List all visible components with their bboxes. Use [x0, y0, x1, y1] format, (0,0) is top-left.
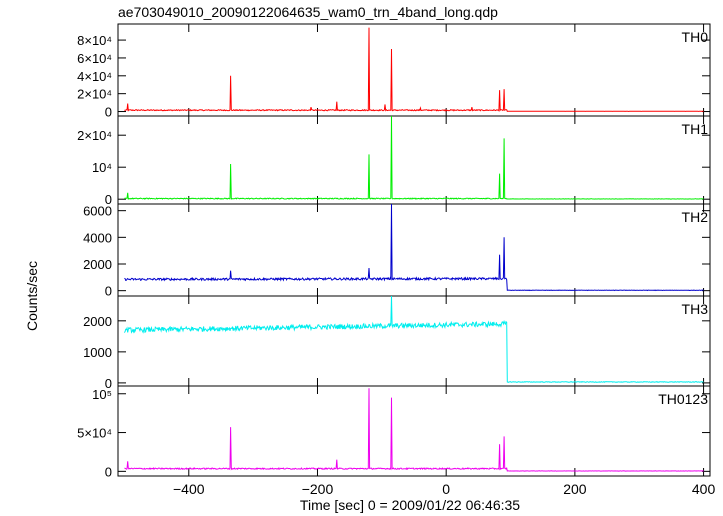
x-tick-label: −200	[302, 481, 334, 497]
series-line-TH3	[123, 295, 704, 383]
x-tick-label: 0	[442, 481, 450, 497]
x-tick-label: 400	[692, 481, 716, 497]
panel-frame	[117, 115, 711, 205]
y-tick-label: 6000	[83, 204, 112, 219]
y-tick-label: 0	[105, 105, 112, 120]
y-tick-label: 0	[105, 284, 112, 299]
y-tick-label: 1000	[83, 345, 112, 360]
y-tick-label: 8×10⁴	[77, 33, 112, 48]
series-line-TH0123	[124, 388, 704, 472]
y-tick-label: 2×10⁴	[77, 87, 112, 102]
y-tick-label: 10⁴	[92, 160, 112, 175]
panel-label: TH2	[682, 209, 709, 225]
y-tick-label: 5×10⁴	[77, 426, 112, 441]
series-line-TH2	[124, 203, 704, 292]
y-tick-label: 6×10⁴	[77, 51, 112, 66]
y-tick-label: 0	[105, 376, 112, 391]
y-tick-label: 2000	[83, 314, 112, 329]
panel-frame	[117, 203, 711, 297]
x-tick-label: −400	[173, 481, 205, 497]
y-tick-label: 2000	[83, 257, 112, 272]
panel-frame	[117, 23, 711, 117]
panel-label: TH0123	[658, 391, 708, 407]
panel-frame	[117, 385, 711, 477]
x-axis-label: Time [sec] 0 = 2009/01/22 06:46:35	[299, 497, 521, 513]
y-tick-label: 2×10⁴	[77, 128, 112, 143]
chart-title: ae703049010_20090122064635_wam0_trn_4ban…	[118, 4, 498, 20]
y-tick-label: 4×10⁴	[77, 69, 112, 84]
series-line-TH0	[124, 27, 704, 113]
y-tick-label: 0	[105, 192, 112, 207]
y-tick-label: 0	[105, 464, 112, 479]
panel-frame	[117, 295, 711, 387]
panel-label: TH1	[682, 121, 709, 137]
x-tick-label: 200	[563, 481, 587, 497]
panel-label: TH3	[682, 301, 709, 317]
y-tick-label: 10⁵	[92, 387, 112, 402]
panel-label: TH0	[682, 29, 709, 45]
y-tick-label: 4000	[83, 230, 112, 245]
series-line-TH1	[124, 115, 704, 200]
